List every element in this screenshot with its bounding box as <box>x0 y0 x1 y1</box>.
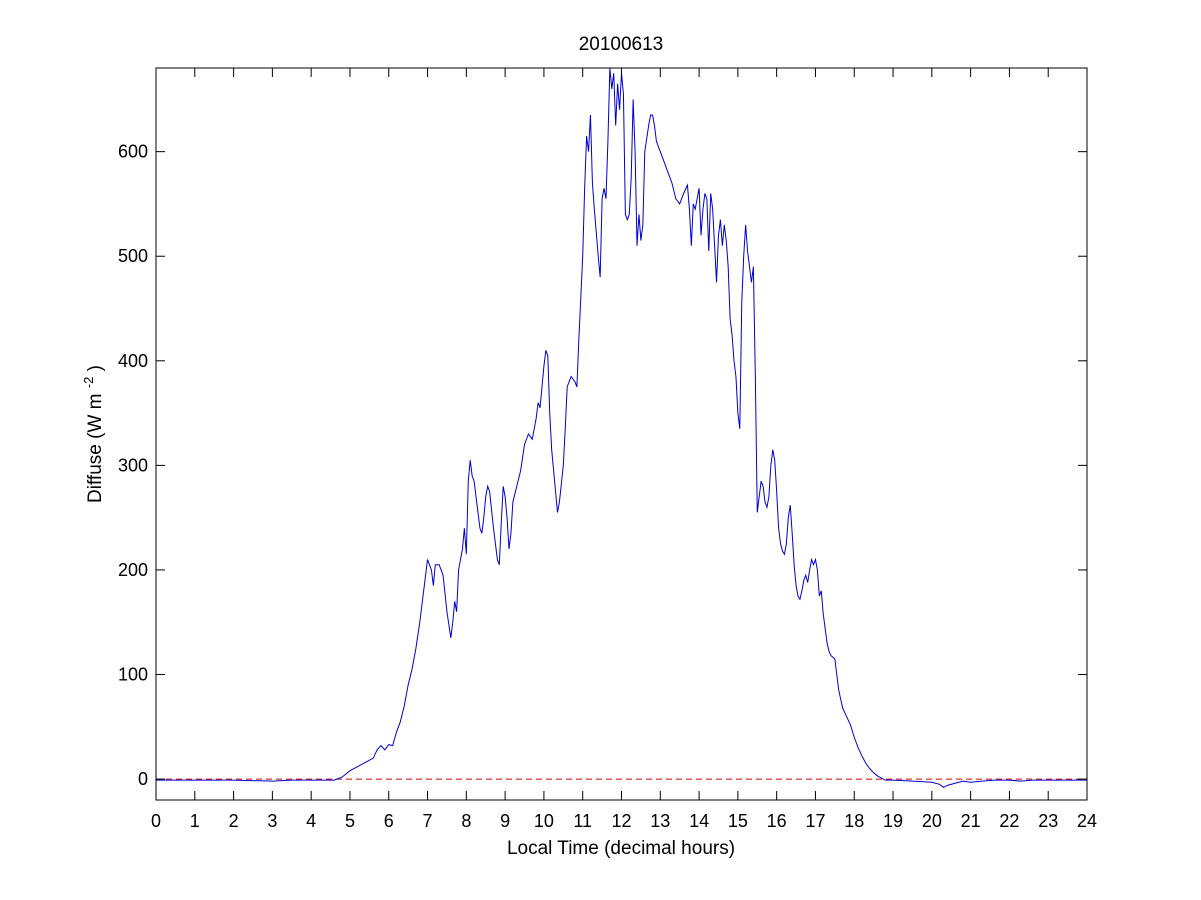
y-tick-label: 400 <box>118 351 148 371</box>
x-tick-label: 2 <box>229 811 239 831</box>
x-tick-label: 6 <box>384 811 394 831</box>
x-tick-label: 16 <box>767 811 787 831</box>
diffuse-series-line <box>156 68 1087 789</box>
x-tick-label: 17 <box>805 811 825 831</box>
y-tick-label: 500 <box>118 246 148 266</box>
y-axis-label: Diffuse (W m -2 ) <box>77 365 106 503</box>
x-tick-label: 7 <box>423 811 433 831</box>
y-axis-label-close: ) <box>85 365 106 371</box>
x-tick-label: 23 <box>1038 811 1058 831</box>
x-tick-label: 20 <box>922 811 942 831</box>
x-tick-label: 15 <box>728 811 748 831</box>
x-tick-label: 9 <box>500 811 510 831</box>
x-tick-label: 5 <box>345 811 355 831</box>
x-tick-label: 10 <box>534 811 554 831</box>
x-tick-label: 21 <box>961 811 981 831</box>
x-tick-label: 4 <box>306 811 316 831</box>
x-tick-label: 18 <box>844 811 864 831</box>
x-tick-label: 22 <box>999 811 1019 831</box>
tick-label-layer: 0 1 2 3 4 5 6 7 8 9 10 11 12 13 14 15 16 17 18 19 20 21 22 23 24… <box>118 142 1097 831</box>
x-tick-label: 3 <box>267 811 277 831</box>
x-tick-label: 8 <box>461 811 471 831</box>
x-tick-label: 24 <box>1077 811 1097 831</box>
y-tick-label: 300 <box>118 455 148 475</box>
y-axis-label-superscript: -2 <box>81 377 96 389</box>
chart-title: 20100613 <box>579 34 664 55</box>
tick-layer <box>155 68 1088 800</box>
series-layer <box>156 68 1087 789</box>
x-tick-label: 12 <box>611 811 631 831</box>
x-tick-label: 13 <box>650 811 670 831</box>
y-tick-label: 100 <box>118 665 148 685</box>
x-tick-label: 0 <box>151 811 161 831</box>
y-tick-label: 0 <box>138 769 148 789</box>
x-tick-label: 14 <box>689 811 709 831</box>
x-axis-label: Local Time (decimal hours) <box>507 838 735 859</box>
plot-background <box>156 68 1087 800</box>
x-tick-label: 11 <box>573 811 592 831</box>
x-tick-label: 1 <box>190 811 200 831</box>
y-axis-label-main: Diffuse (W m <box>85 394 106 503</box>
x-tick-label: 19 <box>883 811 903 831</box>
y-tick-label: 200 <box>118 560 148 580</box>
y-tick-label: 600 <box>118 142 148 162</box>
